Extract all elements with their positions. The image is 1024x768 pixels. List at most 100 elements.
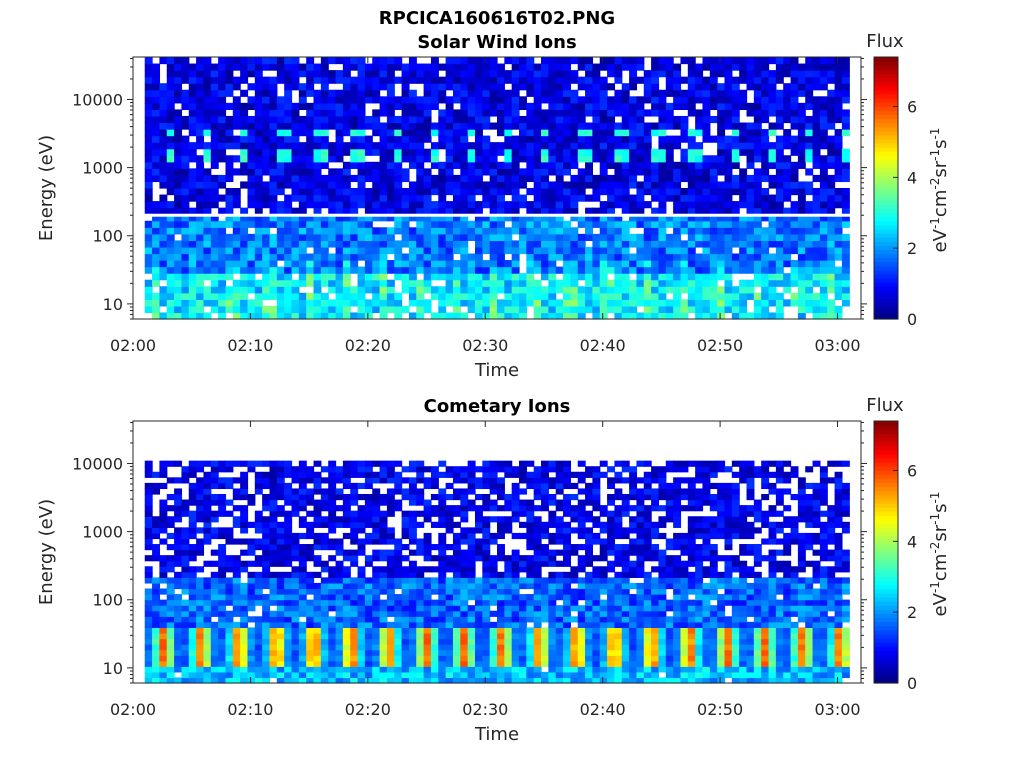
heatmap-cell [408,89,417,97]
heatmap-cell [269,109,278,117]
heatmap-cell [687,188,696,196]
heatmap-cell [577,142,586,150]
heatmap-cell [709,246,718,255]
heatmap-cell [247,638,256,645]
heatmap-cell [460,499,469,506]
heatmap-cell [262,220,271,228]
heatmap-cell [585,286,593,294]
heatmap-cell [658,207,667,215]
heatmap-cell [350,594,359,601]
heatmap-cell [364,677,373,684]
heatmap-cell [328,605,337,612]
heatmap-cell [533,286,542,294]
heatmap-cell [658,155,667,163]
heatmap-cell [504,188,513,196]
heatmap-cell [342,174,351,183]
heatmap-cell [262,76,271,84]
heatmap-cell [489,253,498,261]
heatmap-cell [196,220,205,228]
heatmap-cell [181,544,190,551]
heatmap-cell [174,181,183,189]
heatmap-cell [210,644,219,651]
heatmap-cell [452,644,461,651]
heatmap-cell [401,135,410,143]
heatmap-cell [563,102,571,110]
heatmap-cell [225,89,234,97]
heatmap-cell [533,109,542,117]
heatmap-cell [841,57,850,65]
heatmap-cell [812,292,821,300]
heatmap-cell [467,305,476,314]
heatmap-cell [159,142,168,150]
heatmap-cell [423,644,432,651]
heatmap-cell [203,142,212,150]
heatmap-cell [232,253,241,261]
heatmap-cell [636,260,645,268]
heatmap-cell [218,594,227,601]
heatmap-cell [541,168,549,176]
heatmap-cell [276,299,285,307]
heatmap-cell [386,305,395,314]
heatmap-cell [438,494,447,501]
heatmap-cell [159,148,168,156]
heatmap-cell [357,644,366,651]
heatmap-cell [350,577,359,584]
heatmap-cell [416,214,425,222]
heatmap-cell [313,555,322,562]
heatmap-cell [335,655,344,662]
heatmap-cell [416,201,425,209]
heatmap-cell [254,174,263,183]
heatmap-cell [416,660,425,667]
heatmap-cell [247,253,256,261]
heatmap-cell [335,122,344,130]
heatmap-cell [680,155,689,163]
heatmap-cell [555,253,564,261]
heatmap-cell [445,148,454,156]
heatmap-cell [240,482,249,490]
heatmap-cell [563,76,571,84]
heatmap-cell [320,148,329,156]
heatmap-cell [827,148,836,156]
heatmap-cell [328,115,337,124]
heatmap-cell [445,76,454,84]
heatmap-cell [298,102,307,110]
heatmap-cell [467,571,476,578]
heatmap-cell [827,266,836,274]
heatmap-cell [636,63,645,71]
heatmap-cell [585,220,593,228]
heatmap-cell [519,102,527,110]
heatmap-cell [342,649,351,656]
heatmap-cell [218,499,227,506]
heatmap-cell [276,266,285,274]
heatmap-cell [673,181,682,189]
heatmap-cell [526,168,535,176]
heatmap-cell [629,233,638,241]
heatmap-cell [702,292,711,300]
heatmap-cell [240,292,249,300]
heatmap-cell [188,115,197,124]
heatmap-cell [218,273,227,281]
heatmap-cell [768,266,777,274]
heatmap-cell [643,188,652,196]
heatmap-cell [805,63,814,71]
heatmap-cell [460,666,469,673]
heatmap-cell [460,102,469,110]
heatmap-cell [709,115,718,124]
heatmap-cell [144,671,153,679]
heatmap-cell [585,129,593,137]
heatmap-cell [467,582,476,590]
heatmap-cell [504,181,513,189]
heatmap-cell [753,279,762,287]
heatmap-cell [254,161,263,169]
heatmap-cell [460,560,469,567]
heatmap-cell [357,129,366,137]
heatmap-cell [438,566,447,573]
heatmap-cell [511,188,520,196]
heatmap-cell [298,460,307,467]
heatmap-cell [709,201,718,209]
heatmap-cell [452,671,461,679]
heatmap-cell [651,57,660,65]
heatmap-cell [306,214,315,222]
heatmap-cell [262,505,271,512]
heatmap-cell [291,279,300,287]
